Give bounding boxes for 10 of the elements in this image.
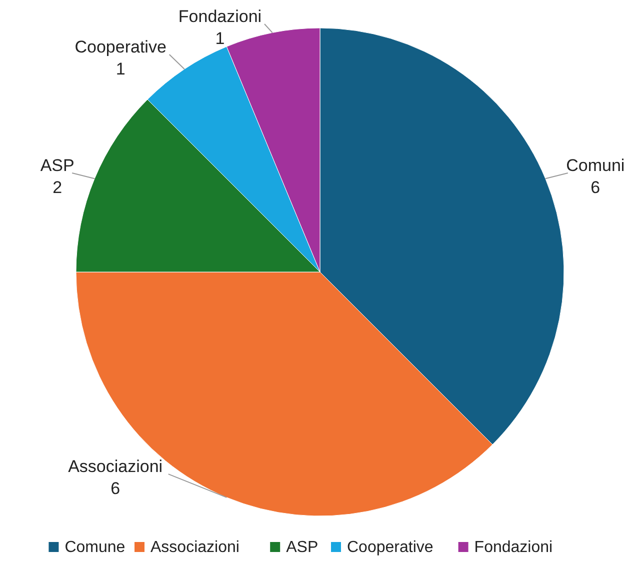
legend-label: Associazioni [150, 539, 240, 556]
data-label: ASP 2 [40, 156, 74, 197]
data-label: Cooperative 1 [74, 37, 166, 78]
legend-label: Fondazioni [474, 539, 553, 556]
legend-label: Comune [64, 539, 126, 556]
legend-label: ASP [286, 539, 318, 556]
data-label: Associazioni 6 [68, 457, 163, 498]
data-label: Comuni 6 [566, 156, 625, 197]
data-label: Fondazioni 1 [178, 7, 262, 48]
legend-label: Cooperative [347, 539, 434, 556]
